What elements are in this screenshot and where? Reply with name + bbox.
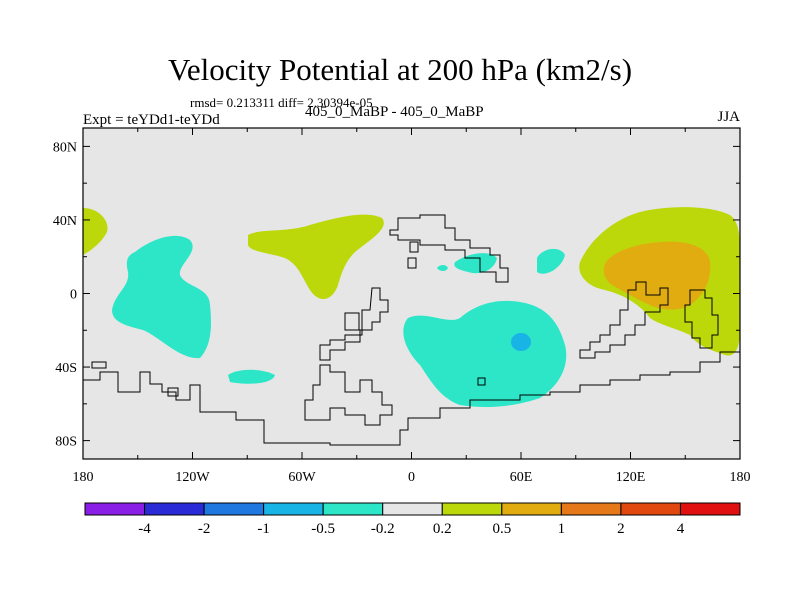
coastline-outline	[83, 351, 740, 446]
y-tick-label: 80S	[55, 435, 77, 450]
coastline-outline	[167, 387, 179, 397]
colorbar-swatch	[263, 502, 324, 516]
coastline-outline	[477, 377, 486, 386]
coastline-outline	[579, 281, 669, 359]
x-tick-label: 120W	[175, 470, 210, 485]
y-tick-label: 0	[70, 288, 77, 303]
experiment-label: Expt = teYDd1-teYDd	[83, 112, 220, 128]
colorbar-swatch	[322, 502, 384, 516]
colorbar-label: 0.5	[492, 521, 511, 537]
pos-core-east-asia	[603, 241, 711, 310]
y-tick-label: 40S	[55, 361, 77, 376]
y-tick-label: 40N	[53, 214, 77, 229]
colorbar-swatch	[441, 502, 503, 516]
colorbar-label: -0.5	[311, 521, 335, 537]
x-tick-label: 0	[408, 470, 415, 485]
x-axis-labels: 180 120W 60W 0 60E 120E 180	[73, 470, 751, 485]
colorbar-label: 2	[617, 521, 625, 537]
axis-ticks	[82, 128, 741, 459]
colorbar-label: -0.2	[371, 521, 395, 537]
contour-fills	[83, 207, 740, 408]
coastline-outline	[304, 364, 393, 426]
stats-subtitle: rmsd= 0.213311 diff= 2.30394e-05	[190, 95, 373, 110]
colorbar	[84, 502, 741, 516]
y-tick-label: 80N	[53, 140, 77, 155]
coastline-outline	[407, 257, 417, 269]
coastline-outline	[319, 287, 389, 361]
neg-area-central-asia	[537, 248, 565, 274]
neg-area-indian-ocean	[403, 300, 567, 408]
colorbar-labels: -4 -2 -1 -0.5 -0.2 0.2 0.5 1 2 4	[138, 521, 684, 537]
coastline-outline	[409, 241, 419, 253]
colorbar-swatch	[382, 502, 443, 516]
pos-area-north-atlantic	[248, 214, 384, 300]
runs-label: 405_0_MaBP - 405_0_MaBP	[305, 104, 484, 120]
neg-core-indian-ocean	[511, 333, 531, 351]
x-tick-label: 120E	[616, 470, 646, 485]
colorbar-label: 0.2	[433, 521, 452, 537]
coastline-outline	[91, 361, 107, 369]
colorbar-swatch	[84, 502, 146, 516]
colorbar-swatch	[203, 502, 265, 516]
x-tick-label: 60W	[288, 470, 316, 485]
colorbar-swatch	[501, 502, 562, 516]
colorbar-swatch	[560, 502, 622, 516]
x-tick-label: 60E	[510, 470, 533, 485]
colorbar-label: 4	[677, 521, 685, 537]
colorbar-label: -1	[257, 521, 270, 537]
coastline-outline	[684, 289, 719, 349]
colorbar-label: -2	[198, 521, 211, 537]
coastline-outline	[344, 312, 360, 331]
y-axis-labels: 80N 40N 0 40S 80S	[53, 140, 77, 449]
colorbar-swatch	[679, 502, 741, 516]
neg-area-pacific	[112, 235, 211, 359]
colorbar-label: -4	[138, 521, 151, 537]
coastlines	[83, 214, 740, 446]
coastline-outline	[389, 214, 509, 283]
colorbar-swatch	[620, 502, 681, 516]
colorbar-label: 1	[558, 521, 566, 537]
x-tick-label: 180	[73, 470, 94, 485]
chart-title: Velocity Potential at 200 hPa (km2/s)	[167, 52, 633, 87]
neg-area-south-pacific	[228, 369, 275, 384]
colorbar-swatch	[144, 502, 205, 516]
x-tick-label: 180	[730, 470, 751, 485]
neg-area-sahara	[437, 265, 448, 271]
season-label: JJA	[717, 109, 740, 125]
